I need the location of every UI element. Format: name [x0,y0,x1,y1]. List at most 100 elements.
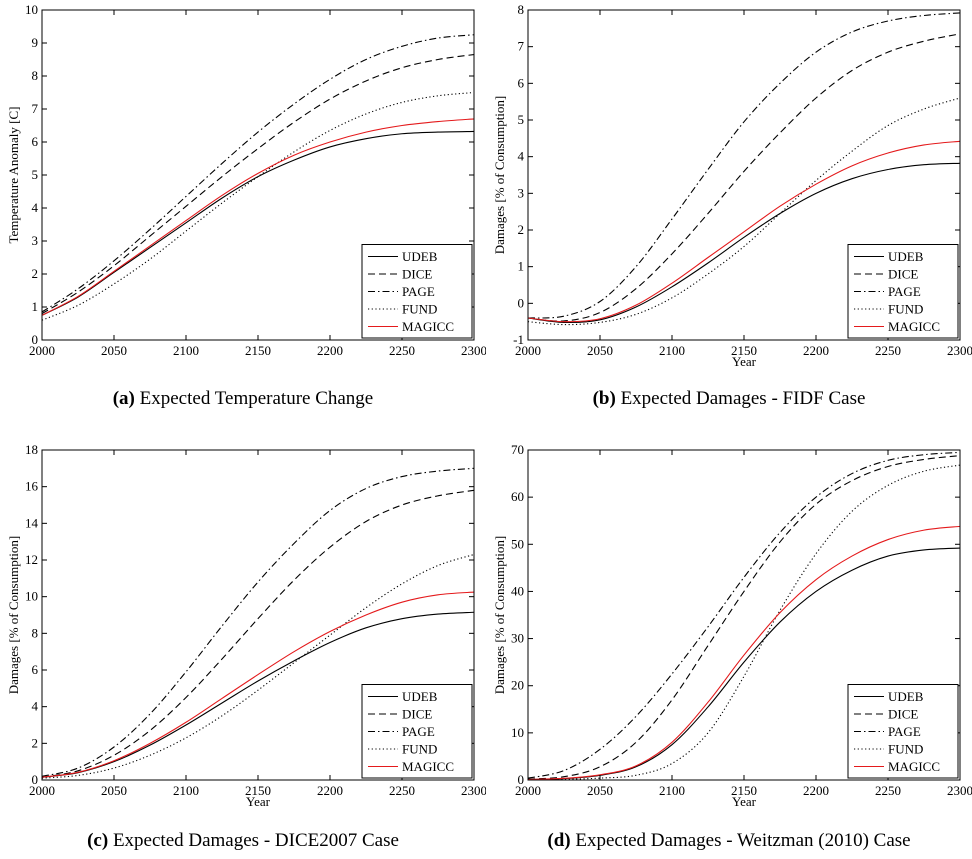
y-tick-label: 20 [511,678,524,693]
legend-label-magicc: MAGICC [402,759,454,774]
legend-label-page: PAGE [402,284,435,299]
caption-b: (b) Expected Damages - FIDF Case [486,388,972,410]
legend: UDEB DICE PAGE FUND MAGICC [361,244,473,339]
x-tick-label: 2100 [659,783,685,798]
x-axis-label: Year [732,354,757,369]
x-tick-label: 2300 [947,783,972,798]
caption-a: (a) Expected Temperature Change [0,388,486,410]
x-tick-label: 2100 [659,343,685,358]
y-tick-label: 1 [32,299,39,314]
x-tick-label: 2000 [515,783,541,798]
x-tick-label: 2000 [515,343,541,358]
y-tick-label: 4 [32,200,39,215]
chart-d-weitzman-damages: 2000 2050 2100 2150 2200 2250 2300 0 10 20 30 40 50 6… [492,442,972,809]
y-tick-label: 2 [518,222,525,237]
caption-c-tag: (c) [87,830,109,851]
x-tick-label: 2200 [317,343,343,358]
x-axis-label: Year [246,794,271,809]
y-axis-label: Damages [% of Consumption] [6,536,21,695]
legend-label-dice: DICE [888,267,918,282]
y-tick-label: 4 [518,149,525,164]
y-tick-label: 1 [518,259,525,274]
y-tick-label: 6 [518,75,525,90]
series-line-magicc [528,140,960,323]
series-line-magicc [42,118,474,316]
y-axis-label: Temperature Anomaly [C] [6,107,21,244]
y-tick-label: 12 [25,552,38,567]
legend-label-fund: FUND [402,302,437,317]
legend-label-dice: DICE [888,707,918,722]
y-tick-label: 4 [32,699,39,714]
series-line-magicc [528,525,960,780]
legend-box [361,684,473,779]
x-tick-label: 2150 [731,783,757,798]
legend-label-udeb: UDEB [402,689,438,704]
y-tick-label: 5 [32,167,39,182]
legend-label-page: PAGE [888,724,921,739]
series-line-fund [42,553,474,779]
y-tick-label: 7 [518,39,525,54]
y-tick-label: 8 [32,625,39,640]
caption-b-text: Expected Damages - FIDF Case [620,388,866,409]
legend-label-fund: FUND [402,742,437,757]
legend-label-dice: DICE [402,267,432,282]
series-line-fund [528,97,960,326]
legend-label-fund: FUND [888,742,923,757]
legend-label-udeb: UDEB [888,689,924,704]
caption-c-text: Expected Damages - DICE2007 Case [112,830,399,851]
y-tick-label: 30 [511,631,524,646]
legend-label-udeb: UDEB [402,249,438,264]
y-tick-label: 9 [32,35,39,50]
x-tick-label: 2000 [29,343,55,358]
y-tick-label: 6 [32,662,39,677]
y-tick-label: 7 [32,101,39,116]
legend: UDEB DICE PAGE FUND MAGICC [847,244,959,339]
series-line-magicc [42,591,474,778]
caption-c: (c) Expected Damages - DICE2007 Case [0,830,486,852]
y-tick-label: 2 [32,735,39,750]
series-line-page [42,467,474,777]
x-tick-label: 2250 [875,343,901,358]
y-axis-label: Damages [% of Consumption] [492,536,507,695]
y-tick-label: 60 [511,489,524,504]
x-tick-label: 2300 [461,783,486,798]
plot-area [528,12,960,326]
legend: UDEB DICE PAGE FUND MAGICC [361,684,473,779]
legend-label-magicc: MAGICC [402,319,454,334]
series-line-udeb [42,130,474,316]
y-tick-label: 70 [511,442,524,457]
caption-d-tag: (d) [547,830,571,851]
chart-a-temperature: 2000 2050 2100 2150 2200 2250 2300 0 1 2 3 4 5 6 7 8 9 10… [6,2,486,358]
series-line-dice [42,489,474,778]
series-line-page [528,12,960,319]
legend-label-fund: FUND [888,302,923,317]
x-tick-label: 2050 [101,783,127,798]
x-tick-label: 2150 [245,343,271,358]
x-tick-label: 2050 [587,783,613,798]
y-tick-label: 0 [518,295,525,310]
y-tick-label: 10 [25,589,38,604]
legend-box [847,244,959,339]
y-tick-label: 50 [511,536,524,551]
x-tick-label: 2100 [173,783,199,798]
caption-b-tag: (b) [592,388,616,409]
x-tick-label: 2200 [803,783,829,798]
y-tick-label: 8 [518,2,525,17]
legend: UDEB DICE PAGE FUND MAGICC [847,684,959,779]
x-tick-label: 2250 [389,343,415,358]
y-tick-label: 0 [32,332,39,347]
y-tick-label: 5 [518,112,525,127]
x-tick-label: 2200 [803,343,829,358]
y-tick-label: 40 [511,583,524,598]
x-tick-label: 2250 [875,783,901,798]
series-line-page [528,451,960,779]
y-tick-label: 10 [25,2,38,17]
series-line-udeb [528,162,960,324]
caption-a-text: Expected Temperature Change [139,388,374,409]
legend-label-page: PAGE [888,284,921,299]
caption-d-text: Expected Damages - Weitzman (2010) Case [575,830,911,851]
x-tick-label: 2000 [29,783,55,798]
legend-label-page: PAGE [402,724,435,739]
x-axis-label: Year [732,794,757,809]
